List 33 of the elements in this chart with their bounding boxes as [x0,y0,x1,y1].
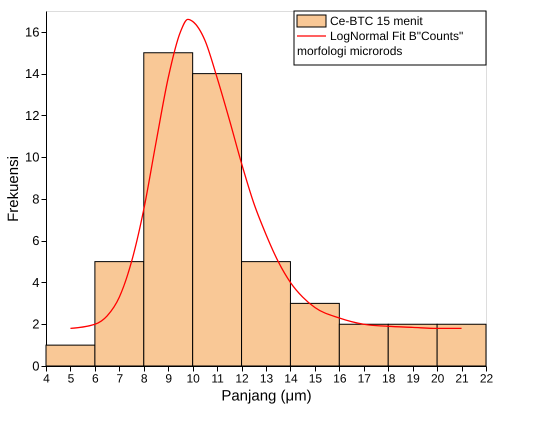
y-tick-label: 14 [25,66,40,82]
x-tick-label: 5 [68,372,75,386]
x-tick-label: 15 [308,372,322,386]
x-tick-label: 4 [43,372,50,386]
x-tick-label: 22 [480,372,494,386]
x-tick-label: 14 [284,372,298,386]
y-tick-label: 2 [32,316,40,332]
y-tick-label: 12 [25,108,40,123]
x-tick-label: 20 [430,372,445,386]
x-axis-title: Panjang (μm) [221,388,312,404]
x-tick-label: 11 [211,372,224,386]
y-tick-label: 16 [25,24,40,40]
x-tick-label: 7 [116,372,124,386]
legend-label: Ce-BTC 15 menit [330,14,424,28]
y-tick-label: 10 [25,150,40,165]
y-tick-label: 6 [32,233,40,248]
x-tick-label: 6 [92,372,100,386]
x-tick-label: 18 [382,372,396,386]
x-tick-label: 8 [140,372,148,386]
y-tick-label: 8 [32,191,40,206]
y-axis-title: Frekuensi [5,156,22,222]
y-tick-label: 4 [32,274,40,290]
x-tick-label: 9 [165,372,172,386]
x-tick-label: 21 [455,372,470,386]
x-tick-label: 12 [235,372,250,386]
x-tick-label: 16 [333,372,347,386]
y-tick-label: 0 [32,358,40,374]
x-tick-label: 19 [406,372,420,386]
x-tick-label: 17 [358,372,372,386]
x-tick-label: 10 [186,372,200,386]
legend-label: LogNormal Fit B"Counts" [330,29,464,43]
x-tick-label: 13 [260,372,274,386]
legend-title: morfologi microrods [297,44,402,58]
